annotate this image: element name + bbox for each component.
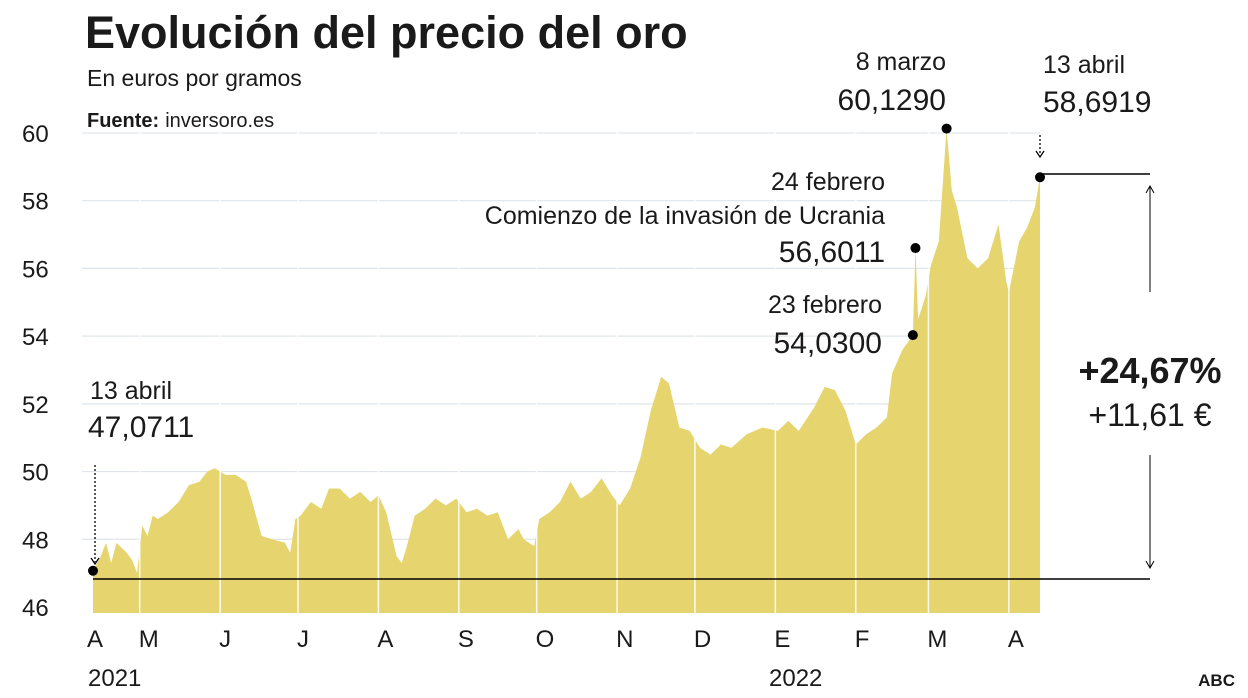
feb23-point — [907, 330, 918, 341]
source-line: Fuente: inversoro.es — [87, 110, 274, 132]
y-tick-label: 56 — [22, 256, 49, 283]
x-tick-label: M — [927, 626, 947, 653]
end-point — [1035, 172, 1045, 183]
y-tick-label: 48 — [22, 527, 49, 554]
mar8-date-label: 8 marzo — [856, 48, 946, 76]
start-point — [88, 565, 98, 576]
source-value: inversoro.es — [165, 110, 274, 132]
x-tick-label: J — [219, 626, 231, 653]
x-tick-label: F — [855, 626, 870, 653]
feb24-point — [910, 243, 921, 254]
y-tick-label: 60 — [22, 121, 49, 148]
feb23-date-label: 23 febrero — [768, 291, 882, 319]
x-tick-label: A — [377, 626, 393, 653]
month-separators — [138, 100, 1010, 613]
dotted-arrow-end — [1035, 135, 1045, 159]
year-label-2022: 2022 — [769, 665, 822, 692]
gridlines — [82, 132, 1040, 540]
x-tick-label: S — [458, 626, 474, 653]
price-area — [93, 128, 1040, 613]
feb24-date-label: 24 febrero — [771, 168, 885, 196]
x-tick-label: J — [297, 626, 309, 653]
y-axis-ticks: 46 48 50 52 54 56 58 60 — [22, 121, 49, 622]
feb24-note: Comienzo de la invasión de Ucrania — [485, 202, 885, 230]
range-arrow — [1145, 184, 1155, 570]
x-tick-label: D — [694, 626, 711, 653]
x-tick-label: O — [536, 626, 555, 653]
x-tick-label: E — [774, 626, 790, 653]
x-tick-label: N — [616, 626, 633, 653]
x-tick-label: A — [87, 626, 103, 653]
dotted-arrow-start — [90, 465, 100, 566]
start-date-label: 13 abril — [90, 377, 172, 405]
y-tick-label: 54 — [22, 324, 49, 351]
start-value-label: 47,0711 — [88, 411, 194, 444]
chart-title: Evolución del precio del oro — [85, 7, 688, 58]
feb24-value-label: 56,6011 — [779, 236, 885, 269]
mar8-value-label: 60,1290 — [838, 84, 946, 117]
y-tick-label: 50 — [22, 460, 49, 487]
x-tick-label: A — [1008, 626, 1024, 653]
y-tick-label: 52 — [22, 392, 49, 419]
annotation-points — [88, 123, 1045, 576]
x-tick-label: M — [139, 626, 159, 653]
change-percent: +24,67% — [1078, 350, 1221, 391]
year-label-2021: 2021 — [88, 665, 141, 692]
credit-logo: ABC — [1198, 671, 1235, 690]
source-label: Fuente: — [87, 110, 159, 132]
chart-subtitle: En euros por gramos — [87, 65, 302, 91]
change-euros: +11,61 € — [1088, 397, 1211, 433]
mar8-point — [941, 123, 952, 134]
end-date-label: 13 abril — [1043, 51, 1125, 79]
y-tick-label: 46 — [22, 595, 49, 622]
y-tick-label: 58 — [22, 189, 49, 216]
end-value-label: 58,6919 — [1043, 86, 1151, 119]
feb23-value-label: 54,0300 — [774, 327, 882, 360]
